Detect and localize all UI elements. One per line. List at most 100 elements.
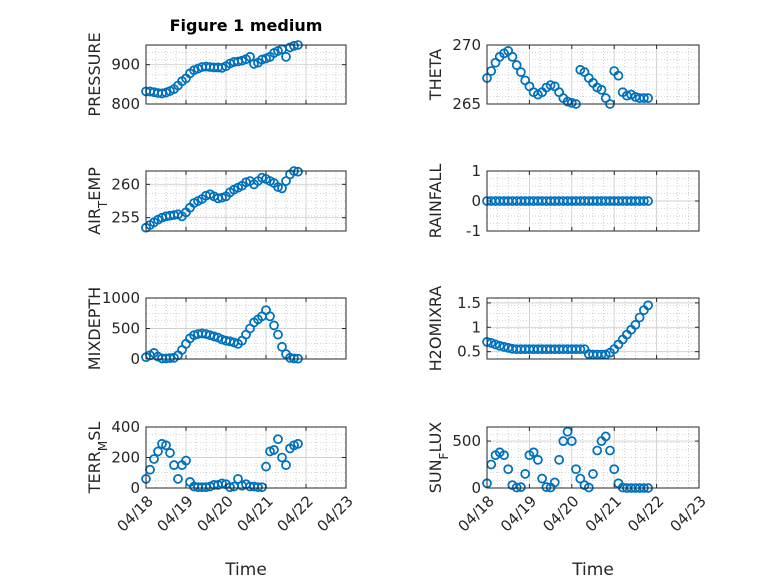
data-point (545, 80, 556, 90)
data-point (161, 440, 171, 451)
x-tick-label: 04/22 (624, 492, 667, 535)
series-markers (141, 166, 303, 233)
y-axis-label-main: PRESSURE (85, 32, 104, 116)
y-tick-label: 0 (130, 479, 140, 497)
y-tick-label: 0 (471, 479, 481, 497)
data-point (257, 172, 267, 183)
data-point (165, 353, 175, 363)
y-tick-label: 1 (471, 162, 481, 180)
x-tick-label: 04/23 (667, 492, 710, 535)
data-point (269, 445, 279, 455)
y-tick-label: 0.5 (457, 343, 481, 361)
data-point (639, 93, 649, 103)
data-point (269, 320, 279, 331)
data-point (566, 436, 577, 446)
y-tick-label: 270 (452, 36, 481, 54)
y-axis-label-sub: T (96, 200, 110, 209)
data-point (257, 54, 267, 65)
axes-box (145, 170, 347, 232)
axes-theta: 265 270 THETA (426, 36, 700, 113)
axes-box (486, 297, 700, 360)
x-tick-label: 04/18 (114, 492, 157, 535)
y-tick-label: 200 (111, 449, 140, 467)
data-point (575, 473, 586, 484)
series-markers (482, 196, 653, 206)
series-markers (482, 46, 653, 109)
data-point (643, 93, 653, 103)
y-axis-label: RAINFALL (426, 164, 445, 239)
data-point (233, 474, 243, 484)
x-tick-label: 04/19 (497, 492, 540, 535)
data-point (249, 59, 259, 69)
data-point (289, 40, 299, 51)
axes-rainfall: -1 0 1 RAINFALL (426, 162, 700, 240)
data-point (592, 445, 603, 456)
y-axis-label: MIXDEPTH (85, 287, 104, 370)
data-point (566, 98, 577, 108)
data-point (253, 482, 263, 493)
data-point (511, 60, 522, 70)
data-point (165, 448, 175, 458)
y-tick-label: -1 (466, 222, 481, 240)
data-point (541, 482, 552, 492)
series-markers (482, 426, 653, 493)
y-tick-label: 260 (111, 175, 140, 193)
subplot-grid: 800 900 PRESSURE Figure 1 medium 265 270 THETA… (85, 16, 710, 580)
y-axis-label: H2OMIXRA (426, 286, 445, 372)
data-point (261, 461, 271, 472)
y-tick-label: 1 (471, 318, 481, 336)
y-tick-label: 0 (471, 192, 481, 210)
data-point (265, 311, 275, 322)
series-markers (141, 40, 303, 99)
data-point (600, 431, 611, 442)
data-point (605, 445, 615, 456)
data-point (281, 176, 291, 186)
x-tick-label: 04/22 (274, 492, 317, 535)
y-axis-label-sub: F (437, 452, 451, 459)
x-tick-label: 04/23 (314, 492, 357, 535)
y-axis-label: THETA (426, 49, 445, 101)
y-tick-label: 1.5 (457, 294, 481, 312)
y-tick-label: 265 (452, 95, 481, 113)
x-tick-label: 04/20 (194, 492, 237, 535)
x-tick-label: 04/20 (539, 492, 582, 535)
data-point (516, 67, 526, 77)
axes-h2omixra: 0.5 1 1.5 H2OMIXRA (426, 286, 700, 372)
data-point (173, 474, 183, 484)
grid-lines (486, 426, 700, 489)
data-point (503, 464, 514, 475)
data-point (554, 454, 564, 465)
x-tick-label: 04/21 (234, 492, 277, 535)
x-tick-label: 04/19 (154, 492, 197, 535)
data-point (499, 341, 509, 352)
data-point (277, 341, 287, 352)
y-axis-label-main: SUN (426, 459, 445, 493)
data-point (609, 464, 620, 475)
data-point (494, 340, 505, 351)
y-axis-label-main: MIXDEPTH (85, 287, 104, 370)
data-point (537, 473, 547, 484)
data-point (181, 455, 191, 466)
y-tick-label: 900 (111, 56, 140, 74)
data-point (516, 482, 526, 492)
y-axis-label-main: AIR (85, 208, 104, 235)
y-tick-label: 400 (111, 418, 140, 436)
data-point (643, 196, 653, 206)
data-point (639, 196, 649, 206)
y-axis-label: SUNFLUX (426, 422, 451, 494)
data-point (562, 426, 573, 437)
y-tick-label: 0 (130, 350, 140, 368)
y-tick-label: 500 (111, 320, 140, 338)
axes-pressure: 800 900 PRESSURE Figure 1 medium (85, 16, 347, 117)
x-tick-label: 04/21 (582, 492, 625, 535)
data-point (613, 70, 624, 81)
axes-box (145, 44, 347, 105)
data-point (643, 300, 653, 311)
y-tick-label: 255 (111, 209, 140, 227)
data-point (209, 331, 219, 342)
data-point (499, 450, 509, 461)
x-tick-label: 04/18 (455, 492, 498, 535)
data-point (549, 477, 560, 488)
data-point (149, 454, 159, 464)
